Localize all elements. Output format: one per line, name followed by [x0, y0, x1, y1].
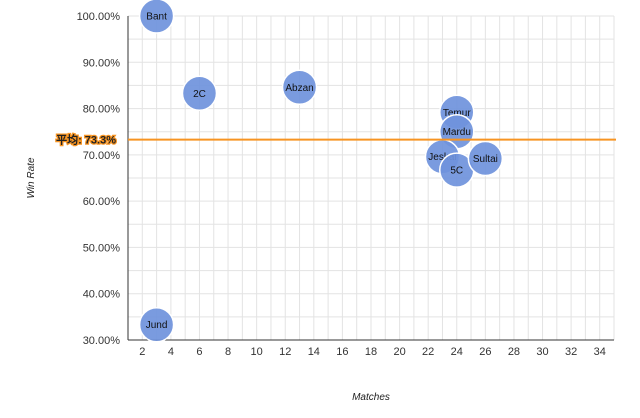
- x-axis-title: Matches: [352, 392, 390, 403]
- x-tick-label: 34: [594, 346, 606, 358]
- bubble-label: 5C: [450, 166, 463, 177]
- x-tick-label: 14: [308, 346, 320, 358]
- x-tick-label: 8: [225, 346, 231, 358]
- bubble-label: Abzan: [285, 83, 313, 94]
- bubble-point[interactable]: [181, 75, 218, 112]
- x-tick-label: 18: [365, 346, 377, 358]
- x-tick-label: 2: [139, 346, 145, 358]
- average-label: 平均: 73.3%: [56, 133, 116, 147]
- bubble-label: Bant: [146, 12, 167, 23]
- x-tick-label: 10: [251, 346, 263, 358]
- x-tick-label: 20: [393, 346, 405, 358]
- bubble-point[interactable]: [281, 69, 318, 106]
- y-tick-label: 60.00%: [83, 196, 121, 208]
- bubble-label: Mardu: [443, 127, 471, 138]
- y-axis-title: Win Rate: [26, 157, 37, 198]
- bubble-label: 2C: [193, 89, 206, 100]
- bubble-label: Sultai: [473, 154, 498, 165]
- bubbles: Bant 2C Abzan Temur Mardu Jeskai 5C Sultai Jund: [138, 0, 504, 343]
- x-tick-label: 26: [479, 346, 491, 358]
- bubble-point[interactable]: [138, 0, 175, 34]
- x-tick-label: 30: [536, 346, 548, 358]
- y-tick-label: 90.00%: [83, 57, 121, 69]
- grid-lines: [127, 15, 615, 341]
- bubble-abzan[interactable]: Abzan: [281, 69, 318, 106]
- x-tick-label: 4: [168, 346, 174, 358]
- bubble-point[interactable]: [467, 140, 504, 177]
- bubble-bant[interactable]: Bant: [138, 0, 175, 34]
- y-tick-label: 40.00%: [83, 289, 121, 301]
- y-axis-ticks: 100.00% 90.00% 80.00% 70.00% 60.00% 50.00% 40.…: [77, 11, 121, 347]
- bubble-label: Jeskai: [428, 152, 456, 163]
- x-axis-ticks: 2 4 6 8 10 12 14 16 18 20 22 24 26 28 30 32 34: [139, 346, 606, 358]
- x-tick-label: 32: [565, 346, 577, 358]
- bubble-label: Temur: [443, 108, 471, 119]
- y-tick-label: 50.00%: [83, 242, 121, 254]
- x-tick-label: 16: [336, 346, 348, 358]
- x-tick-label: 22: [422, 346, 434, 358]
- bubble-point[interactable]: [138, 306, 175, 343]
- bubble-label: Jund: [146, 320, 168, 331]
- y-tick-label: 100.00%: [77, 11, 121, 23]
- x-tick-label: 28: [508, 346, 520, 358]
- bubble-jund[interactable]: Jund: [138, 306, 175, 343]
- y-tick-label: 30.00%: [83, 335, 121, 347]
- bubble-2c[interactable]: 2C: [181, 75, 218, 112]
- x-tick-label: 6: [196, 346, 202, 358]
- y-tick-label: 80.00%: [83, 104, 121, 116]
- y-tick-label: 70.00%: [83, 150, 121, 162]
- bubble-sultai[interactable]: Sultai: [467, 140, 504, 177]
- x-tick-label: 12: [279, 346, 291, 358]
- x-tick-label: 24: [451, 346, 463, 358]
